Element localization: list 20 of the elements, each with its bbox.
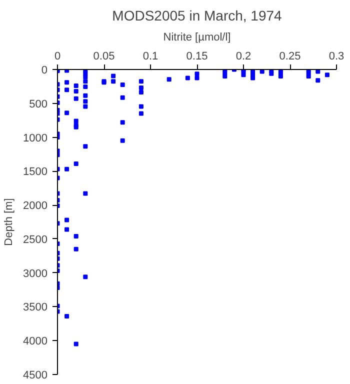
y-tick-label: 3500 xyxy=(23,302,48,314)
x-tick-label: 0.25 xyxy=(279,50,301,62)
y-tick-label: 3000 xyxy=(23,268,48,280)
x-tick-label: 0.05 xyxy=(93,50,115,62)
x-tick-label: 0.3 xyxy=(328,50,344,62)
y-tick-label: 4500 xyxy=(23,370,48,382)
y-tick-label: 1500 xyxy=(23,166,48,178)
y-tick-label: 1000 xyxy=(23,132,48,144)
y-tick-label: 2000 xyxy=(23,200,48,212)
y-tick-label: 500 xyxy=(29,98,48,110)
y-tick-label: 4000 xyxy=(23,336,48,348)
y-tick-label: 0 xyxy=(41,64,48,76)
x-tick-label: 0.1 xyxy=(142,50,158,62)
chart-title: MODS2005 in March, 1974 xyxy=(112,8,282,24)
y-tick-label: 2500 xyxy=(23,234,48,246)
x-tick-label: 0.2 xyxy=(236,50,252,62)
y-axis-title: Depth [m] xyxy=(3,198,16,246)
x-tick-label: 0.15 xyxy=(186,50,208,62)
x-tick-label: 0 xyxy=(54,50,61,62)
x-axis-title: Nitrite [µmol/l] xyxy=(163,32,231,44)
